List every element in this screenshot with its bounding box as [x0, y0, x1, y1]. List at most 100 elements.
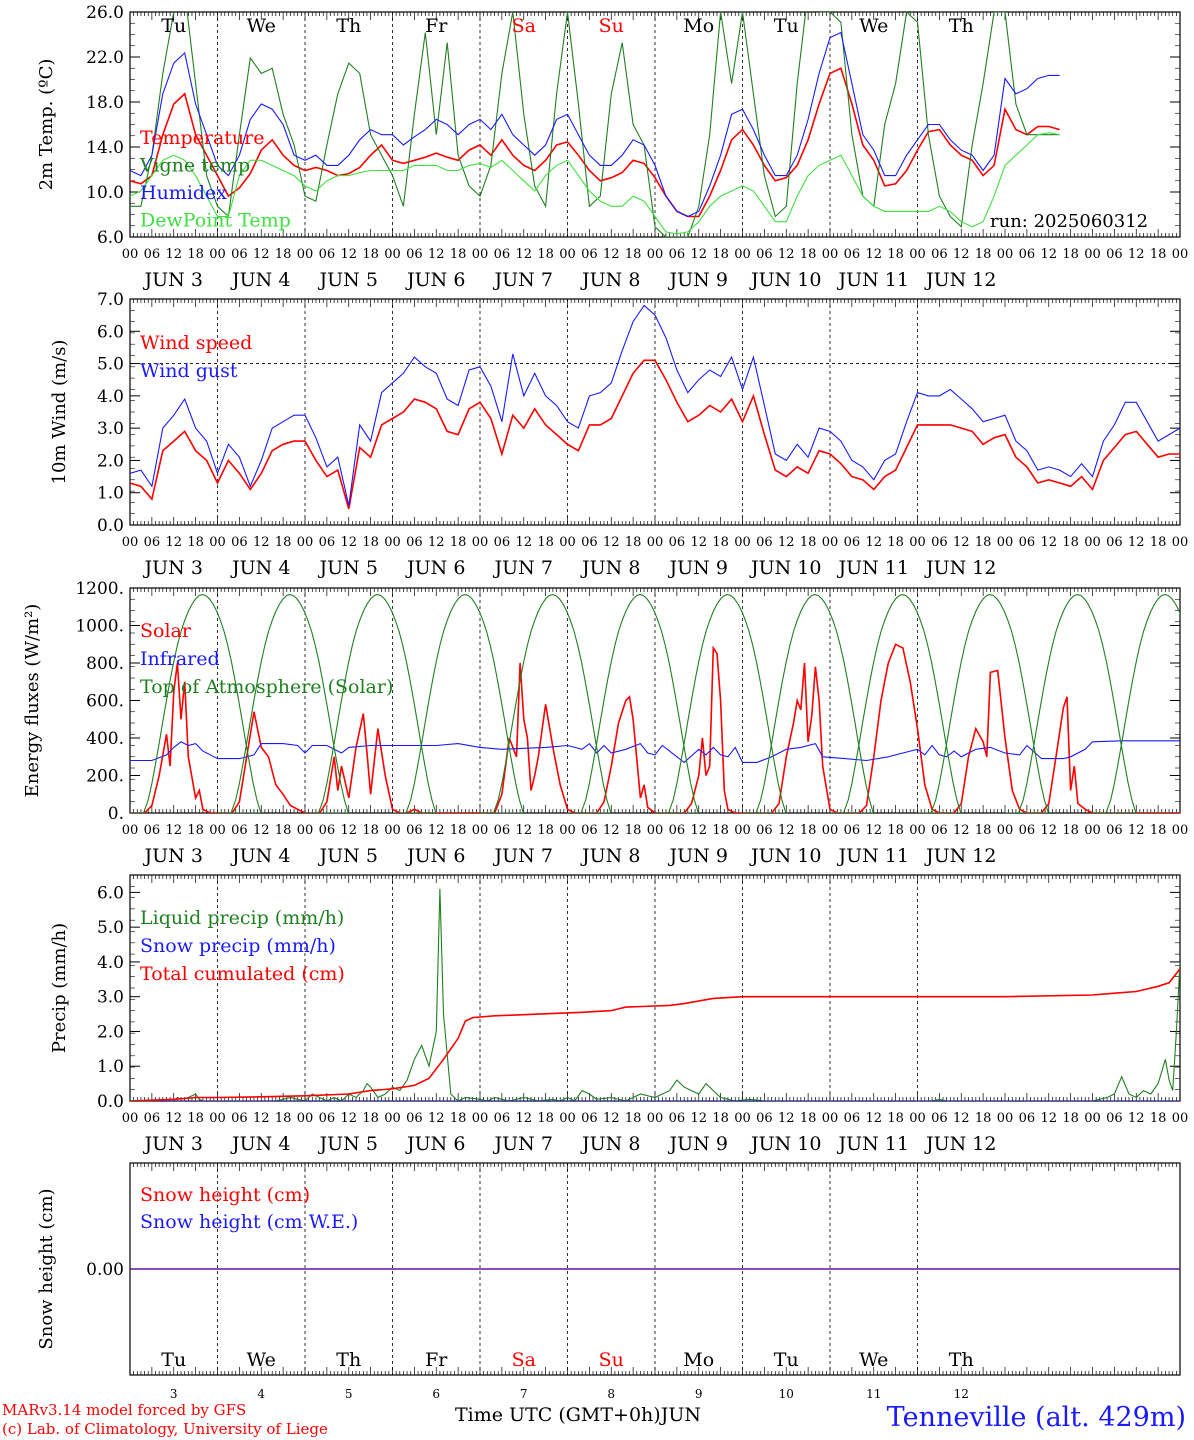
x-hour-label: 06: [231, 247, 248, 262]
x-date-number: 10: [779, 1387, 794, 1401]
x-hour-label: 00: [909, 535, 926, 550]
x-hour-label: 18: [712, 535, 729, 550]
x-hour-label: 12: [1040, 535, 1057, 550]
x-date-label: JUN 7: [493, 557, 553, 579]
y-tick-label: 10.0: [86, 183, 124, 203]
x-hour-label: 06: [144, 1111, 161, 1126]
station-name: Tenneville (alt. 429m): [886, 1402, 1186, 1433]
y-tick-label: 18.0: [86, 93, 124, 113]
y-tick-label: 6.0: [97, 228, 124, 248]
x-date-label: JUN 5: [318, 1133, 378, 1155]
y-tick-label: 3.0: [97, 419, 124, 439]
y-tick-label: 800.: [86, 654, 124, 674]
x-hour-label: 06: [581, 535, 598, 550]
x-date-label: JUN 10: [749, 845, 821, 867]
x-hour-label: 12: [1128, 535, 1145, 550]
x-hour-label: 12: [340, 247, 357, 262]
x-hour-label: 06: [406, 535, 423, 550]
x-hour-label: 06: [319, 823, 336, 838]
day-name-label: Fr: [425, 1349, 448, 1371]
x-hour-label: 06: [669, 823, 686, 838]
x-hour-label: 12: [778, 247, 795, 262]
x-date-number: 3: [170, 1387, 178, 1401]
y-tick-label: 1000.: [75, 617, 124, 637]
x-date-label: JUN 9: [668, 1133, 728, 1155]
x-date-number: 6: [432, 1387, 440, 1401]
x-hour-label: 12: [1040, 823, 1057, 838]
y-tick-label: 14.0: [86, 138, 124, 158]
y-tick-label: 7.0: [97, 290, 124, 310]
x-date-label: JUN 10: [749, 557, 821, 579]
y-tick-label: 1.0: [97, 1057, 124, 1077]
x-hour-label: 12: [1128, 247, 1145, 262]
legend-entry: Temperature: [140, 127, 264, 149]
x-hour-label: 12: [165, 823, 182, 838]
x-hour-label: 12: [953, 247, 970, 262]
x-hour-label: 12: [340, 823, 357, 838]
day-name-label: Th: [336, 15, 361, 37]
series-line: [130, 31, 1060, 218]
x-date-label: JUN 9: [668, 845, 728, 867]
x-hour-label: 00: [997, 247, 1014, 262]
series-line: [130, 304, 1180, 506]
x-hour-label: 18: [975, 823, 992, 838]
x-date-label: JUN 5: [318, 269, 378, 291]
x-hour-label: 06: [406, 823, 423, 838]
x-date-label: JUN 11: [837, 845, 909, 867]
x-hour-label: 18: [975, 1111, 992, 1126]
day-name-label: Tu: [774, 15, 799, 37]
x-date-label: JUN 12: [924, 1133, 996, 1155]
legend-entry: Solar: [140, 620, 192, 642]
x-date-label: JUN 11: [837, 269, 909, 291]
x-hour-label: 06: [494, 247, 511, 262]
x-hour-label: 00: [822, 535, 839, 550]
x-hour-label: 12: [690, 535, 707, 550]
lab-credit: (c) Lab. of Climatology, University of L…: [2, 1420, 328, 1438]
day-name-label: Tu: [161, 1349, 186, 1371]
x-hour-label: 18: [1062, 535, 1079, 550]
x-hour-label: 12: [515, 535, 532, 550]
x-date-label: JUN 4: [230, 557, 290, 579]
x-date-label: JUN 12: [924, 845, 996, 867]
x-date-label: JUN 6: [405, 845, 465, 867]
x-date-label: JUN 3: [143, 557, 203, 579]
x-hour-label: 00: [1084, 823, 1101, 838]
x-date-number: 7: [520, 1387, 528, 1401]
x-hour-label: 06: [756, 535, 773, 550]
legend-entry: Liquid precip (mm/h): [140, 907, 344, 929]
y-tick-label: 200.: [86, 767, 124, 787]
x-hour-label: 06: [494, 1111, 511, 1126]
x-date-label: JUN 10: [749, 269, 821, 291]
x-hour-label: 00: [297, 247, 314, 262]
x-date-label: JUN 7: [493, 845, 553, 867]
x-hour-label: 18: [1150, 823, 1167, 838]
x-hour-label: 18: [800, 1111, 817, 1126]
y-tick-label: 2.0: [97, 451, 124, 471]
x-hour-label: 00: [384, 535, 401, 550]
x-hour-label: 00: [647, 823, 664, 838]
x-hour-label: 00: [822, 1111, 839, 1126]
x-hour-label: 06: [1019, 535, 1036, 550]
x-hour-label: 12: [603, 823, 620, 838]
x-hour-label: 00: [472, 247, 489, 262]
x-hour-label: 12: [253, 1111, 270, 1126]
x-hour-label: 00: [822, 823, 839, 838]
x-hour-label: 18: [537, 1111, 554, 1126]
x-date-label: JUN 10: [749, 1133, 821, 1155]
x-hour-label: 00: [1084, 535, 1101, 550]
x-hour-label: 18: [450, 823, 467, 838]
x-hour-label: 12: [515, 823, 532, 838]
x-hour-label: 00: [734, 823, 751, 838]
y-tick-label: 0.0: [97, 1092, 124, 1112]
x-hour-label: 06: [144, 823, 161, 838]
x-hour-label: 06: [581, 823, 598, 838]
x-hour-label: 18: [362, 1111, 379, 1126]
x-hour-label: 06: [1106, 823, 1123, 838]
y-tick-label: 4.0: [97, 953, 124, 973]
x-hour-label: 12: [690, 247, 707, 262]
x-hour-label: 00: [209, 247, 226, 262]
day-name-label: Sa: [512, 1349, 536, 1371]
x-hour-label: 18: [887, 1111, 904, 1126]
x-hour-label: 00: [997, 1111, 1014, 1126]
x-hour-label: 18: [625, 247, 642, 262]
